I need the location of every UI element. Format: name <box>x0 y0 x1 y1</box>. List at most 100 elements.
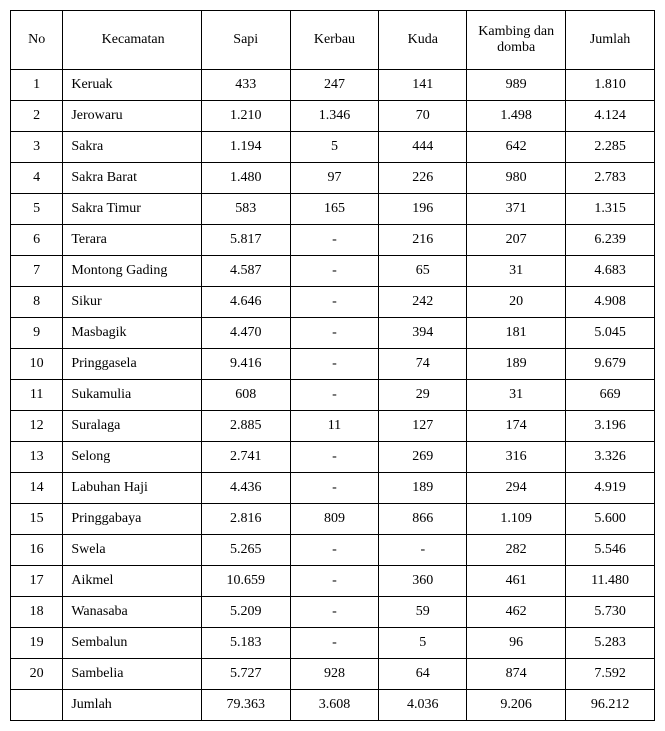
cell-jumlah: 1.315 <box>566 194 655 225</box>
cell-total-no <box>11 690 63 721</box>
cell-jumlah: 11.480 <box>566 566 655 597</box>
cell-kuda: 64 <box>379 659 467 690</box>
cell-kuda: 70 <box>379 101 467 132</box>
cell-jumlah: 5.045 <box>566 318 655 349</box>
cell-kerbau: 247 <box>290 70 379 101</box>
cell-kerbau: - <box>290 256 379 287</box>
cell-kerbau: 928 <box>290 659 379 690</box>
cell-kuda: 127 <box>379 411 467 442</box>
table-row: 16Swela5.265--2825.546 <box>11 535 655 566</box>
table-row: 13Selong2.741-2693163.326 <box>11 442 655 473</box>
cell-sapi: 433 <box>201 70 290 101</box>
cell-kuda: 5 <box>379 628 467 659</box>
cell-sapi: 2.741 <box>201 442 290 473</box>
cell-kerbau: - <box>290 442 379 473</box>
col-header-jumlah: Jumlah <box>566 11 655 70</box>
cell-kecamatan: Pringgabaya <box>63 504 202 535</box>
cell-kecamatan: Keruak <box>63 70 202 101</box>
table-row: 19Sembalun5.183-5965.283 <box>11 628 655 659</box>
table-row: 8Sikur4.646-242204.908 <box>11 287 655 318</box>
livestock-table: No Kecamatan Sapi Kerbau Kuda Kambing da… <box>10 10 655 721</box>
cell-kambing: 1.109 <box>467 504 566 535</box>
cell-sapi: 9.416 <box>201 349 290 380</box>
col-header-sapi: Sapi <box>201 11 290 70</box>
cell-kerbau: - <box>290 349 379 380</box>
cell-kerbau: - <box>290 597 379 628</box>
cell-kecamatan: Aikmel <box>63 566 202 597</box>
cell-kecamatan: Jerowaru <box>63 101 202 132</box>
cell-kambing: 174 <box>467 411 566 442</box>
col-header-kambing: Kambing dan domba <box>467 11 566 70</box>
cell-sapi: 1.480 <box>201 163 290 194</box>
table-row: 18Wanasaba5.209-594625.730 <box>11 597 655 628</box>
cell-kerbau: 1.346 <box>290 101 379 132</box>
table-total-row: Jumlah79.3633.6084.0369.20696.212 <box>11 690 655 721</box>
cell-kuda: 242 <box>379 287 467 318</box>
cell-kerbau: - <box>290 380 379 411</box>
cell-kambing: 461 <box>467 566 566 597</box>
cell-no: 5 <box>11 194 63 225</box>
table-row: 7Montong Gading4.587-65314.683 <box>11 256 655 287</box>
cell-kuda: 59 <box>379 597 467 628</box>
cell-sapi: 4.470 <box>201 318 290 349</box>
table-row: 17Aikmel10.659-36046111.480 <box>11 566 655 597</box>
cell-no: 16 <box>11 535 63 566</box>
cell-no: 10 <box>11 349 63 380</box>
cell-jumlah: 9.679 <box>566 349 655 380</box>
cell-kecamatan: Sambelia <box>63 659 202 690</box>
cell-no: 4 <box>11 163 63 194</box>
table-row: 9Masbagik4.470-3941815.045 <box>11 318 655 349</box>
cell-jumlah: 4.908 <box>566 287 655 318</box>
cell-jumlah: 4.124 <box>566 101 655 132</box>
table-header-row: No Kecamatan Sapi Kerbau Kuda Kambing da… <box>11 11 655 70</box>
col-header-kuda: Kuda <box>379 11 467 70</box>
cell-kambing: 316 <box>467 442 566 473</box>
col-header-kecamatan: Kecamatan <box>63 11 202 70</box>
cell-total-jumlah: 96.212 <box>566 690 655 721</box>
cell-sapi: 5.817 <box>201 225 290 256</box>
cell-no: 19 <box>11 628 63 659</box>
cell-sapi: 2.885 <box>201 411 290 442</box>
cell-kecamatan: Selong <box>63 442 202 473</box>
table-row: 15Pringgabaya2.8168098661.1095.600 <box>11 504 655 535</box>
cell-kambing: 1.498 <box>467 101 566 132</box>
cell-jumlah: 1.810 <box>566 70 655 101</box>
cell-kuda: 141 <box>379 70 467 101</box>
cell-sapi: 1.194 <box>201 132 290 163</box>
cell-kuda: 29 <box>379 380 467 411</box>
table-row: 11Sukamulia608-2931669 <box>11 380 655 411</box>
cell-kecamatan: Pringgasela <box>63 349 202 380</box>
cell-no: 3 <box>11 132 63 163</box>
table-row: 4Sakra Barat1.480972269802.783 <box>11 163 655 194</box>
cell-no: 18 <box>11 597 63 628</box>
cell-total-sapi: 79.363 <box>201 690 290 721</box>
cell-kerbau: - <box>290 287 379 318</box>
col-header-no: No <box>11 11 63 70</box>
table-row: 6Terara5.817-2162076.239 <box>11 225 655 256</box>
cell-kambing: 294 <box>467 473 566 504</box>
cell-sapi: 5.209 <box>201 597 290 628</box>
cell-sapi: 608 <box>201 380 290 411</box>
cell-kambing: 20 <box>467 287 566 318</box>
cell-kecamatan: Sembalun <box>63 628 202 659</box>
cell-jumlah: 5.546 <box>566 535 655 566</box>
table-row: 10Pringgasela9.416-741899.679 <box>11 349 655 380</box>
cell-no: 13 <box>11 442 63 473</box>
cell-total-kuda: 4.036 <box>379 690 467 721</box>
cell-kuda: 189 <box>379 473 467 504</box>
table-row: 5Sakra Timur5831651963711.315 <box>11 194 655 225</box>
cell-jumlah: 4.919 <box>566 473 655 504</box>
cell-jumlah: 2.783 <box>566 163 655 194</box>
cell-no: 9 <box>11 318 63 349</box>
cell-jumlah: 5.730 <box>566 597 655 628</box>
cell-kuda: - <box>379 535 467 566</box>
cell-kambing: 642 <box>467 132 566 163</box>
cell-jumlah: 6.239 <box>566 225 655 256</box>
cell-kecamatan: Sukamulia <box>63 380 202 411</box>
cell-kerbau: - <box>290 628 379 659</box>
cell-kambing: 282 <box>467 535 566 566</box>
cell-jumlah: 3.196 <box>566 411 655 442</box>
cell-kerbau: - <box>290 566 379 597</box>
cell-kambing: 980 <box>467 163 566 194</box>
cell-kerbau: 11 <box>290 411 379 442</box>
